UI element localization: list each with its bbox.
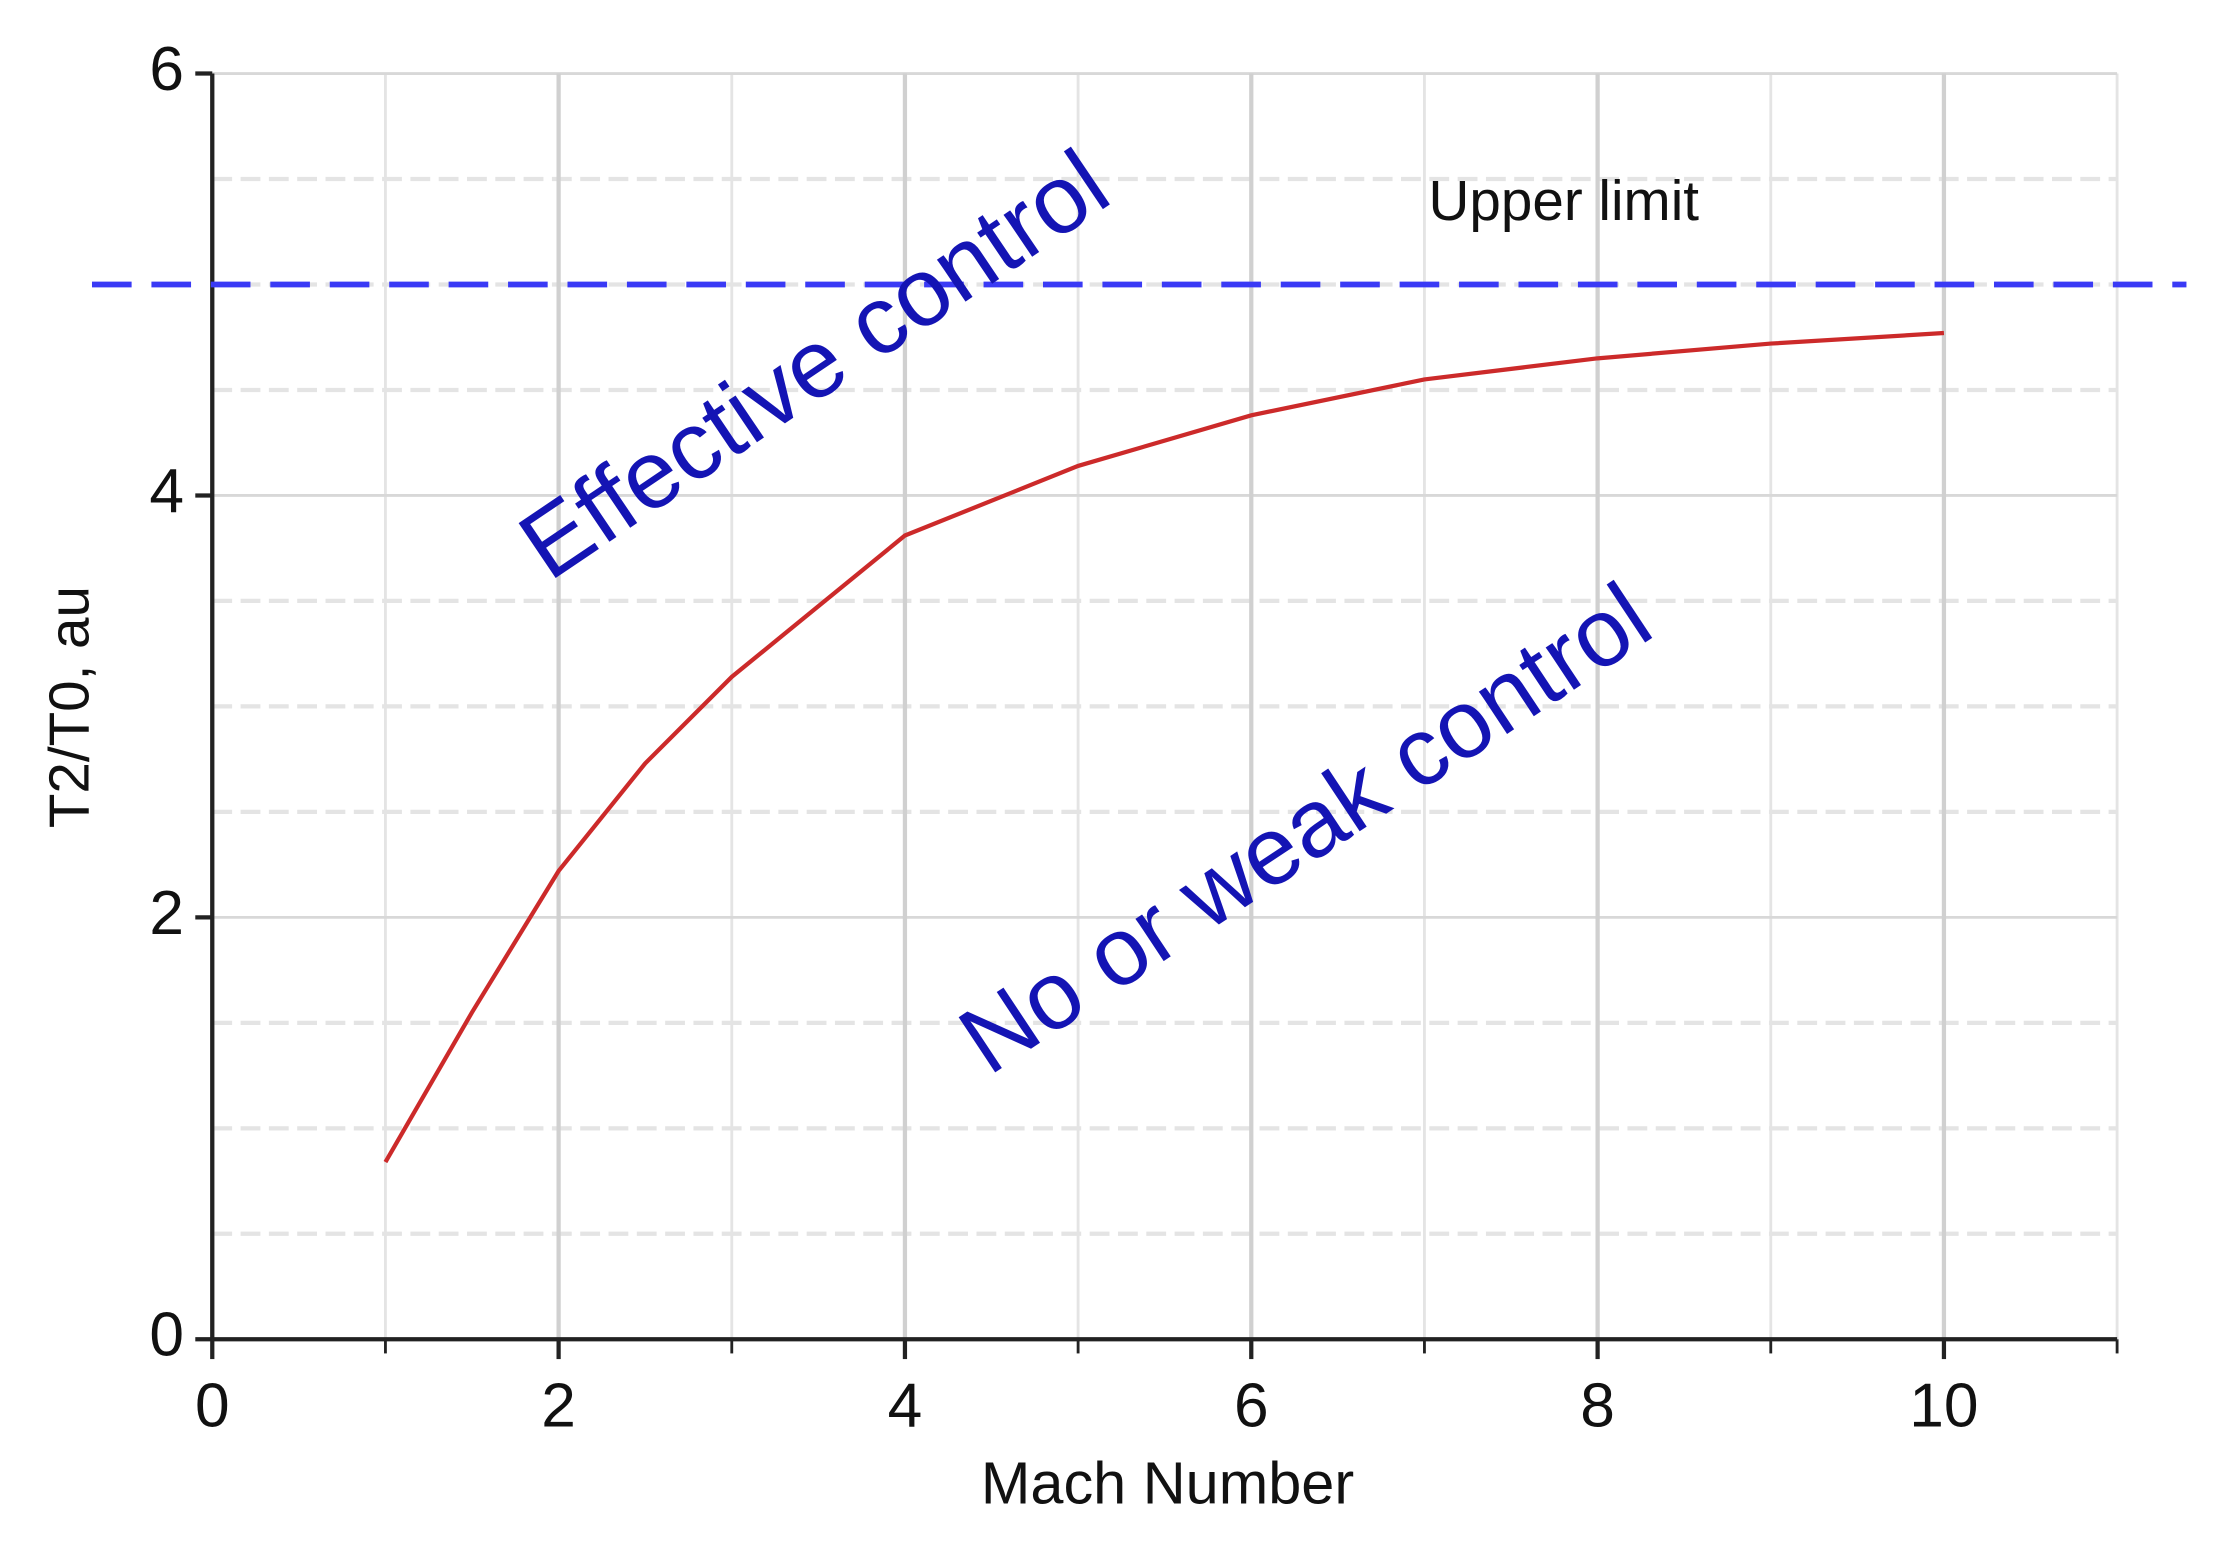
x-tick-label: 0 [195, 1371, 230, 1440]
x-tick-label: 4 [888, 1371, 923, 1440]
x-axis-title: Mach Number [981, 1449, 1354, 1516]
x-tick-label: 8 [1580, 1371, 1615, 1440]
reference-label: Upper limit [1429, 169, 1700, 232]
y-tick-label: 0 [149, 1301, 184, 1370]
y-tick-label: 4 [149, 457, 184, 526]
data-line [383, 330, 1945, 1164]
y-tick-label: 6 [149, 35, 184, 104]
annotation: No or weak control [941, 563, 1669, 1095]
y-tick-label: 2 [149, 879, 184, 948]
x-tick-label: 6 [1234, 1371, 1269, 1440]
x-tick-label: 2 [541, 1371, 576, 1440]
y-axis-title: T2/T0, au [38, 586, 101, 828]
x-tick-label: 10 [1909, 1371, 1978, 1440]
annotation: Effective control [501, 130, 1127, 600]
